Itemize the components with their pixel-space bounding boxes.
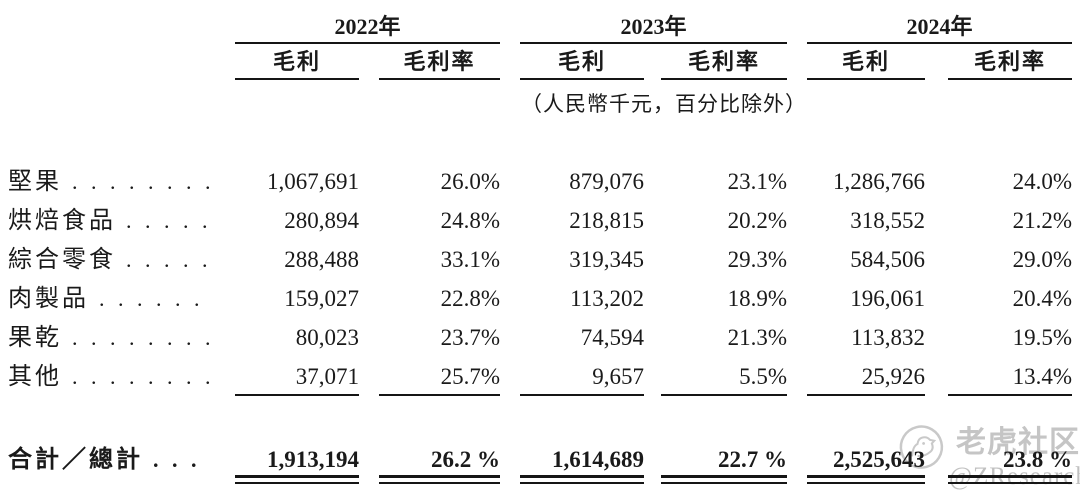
cell-value: 13.4% [948, 357, 1072, 396]
column-header-gross-profit-2022: 毛利 [235, 50, 359, 80]
cell-value: 20.2% [727, 208, 787, 233]
cell-value: 18.9% [727, 286, 787, 311]
row-label: 綜合零食 . . . . . [8, 240, 235, 279]
tiger-logo-icon [894, 419, 951, 480]
row-label-text: 堅果 [8, 169, 62, 195]
total-row-label: 合計／總計 . . . [8, 446, 235, 478]
cell-value: 21.3% [727, 325, 787, 350]
row-label-text: 其他 [8, 364, 62, 390]
table-row-dried-fruit: 果乾 . . . . . . . . 80,023 23.7% 74,594 2… [8, 318, 1080, 357]
watermark-brand: 老虎社区 [956, 426, 1080, 459]
dot-leader: . . . . . . . . [72, 169, 215, 194]
table-row-nuts: 堅果 . . . . . . . . 1,067,691 26.0% 879,0… [8, 162, 1080, 201]
cell-value: 74,594 [580, 325, 644, 350]
row-label: 肉製品 . . . . . . [8, 279, 235, 318]
column-header-gross-profit-2023: 毛利 [520, 50, 644, 80]
table-row-meat-products: 肉製品 . . . . . . 159,027 22.8% 113,202 18… [8, 279, 1080, 318]
cell-value: 113,832 [851, 325, 925, 350]
table-row-others: 其他 . . . . . . . . 37,071 25.7% 9,657 5.… [8, 357, 1080, 396]
cell-value: 9,657 [520, 357, 644, 396]
row-label-text: 烘焙食品 [8, 208, 116, 234]
total-cell-value: 2,525,643 [807, 446, 925, 484]
cell-value: 5.5% [661, 357, 787, 396]
dot-leader: . . . [153, 447, 201, 472]
cell-value: 80,023 [295, 325, 359, 350]
row-label-text: 綜合零食 [8, 247, 116, 273]
cell-value: 196,061 [850, 286, 925, 311]
cell-value: 23.7% [440, 325, 500, 350]
cell-value: 33.1% [440, 247, 500, 272]
row-label-text: 果乾 [8, 325, 62, 351]
year-header-row: 2022年 2023年 2024年 [235, 14, 1080, 44]
dot-leader: . . . . . [126, 247, 212, 272]
dot-leader: . . . . . . [99, 286, 204, 311]
cell-value: 23.1% [727, 169, 787, 194]
units-note: （人民幣千元，百分比除外） [521, 92, 807, 116]
column-header-gross-margin-2024: 毛利率 [948, 50, 1072, 80]
dot-leader: . . . . . [126, 208, 212, 233]
column-header-gross-margin-2022: 毛利率 [379, 50, 500, 80]
cell-value: 24.0% [1012, 169, 1072, 194]
cell-value: 25,926 [807, 357, 925, 396]
cell-value: 21.2% [1012, 208, 1072, 233]
cell-value: 26.0% [440, 169, 500, 194]
total-cell-value: 1,913,194 [235, 446, 359, 484]
total-cell-value: 22.7 % [661, 446, 787, 484]
row-label-text: 肉製品 [8, 286, 89, 312]
row-label: 堅果 . . . . . . . . [8, 162, 235, 201]
cell-value: 584,506 [850, 247, 925, 272]
total-row: 合計／總計 . . . 1,913,194 26.2 % 1,614,689 2… [8, 446, 1080, 484]
total-cell-value: 26.2 % [379, 446, 500, 484]
total-cell-value: 1,614,689 [520, 446, 644, 484]
cell-value: 22.8% [440, 286, 500, 311]
total-cell-value: 23.8 % [948, 446, 1072, 484]
cell-value: 113,202 [570, 286, 644, 311]
year-header-2022: 2022年 [235, 14, 500, 44]
cell-value: 1,067,691 [267, 169, 359, 194]
column-header-row: 毛利 毛利率 毛利 毛利率 毛利 毛利率 [235, 50, 1080, 80]
cell-value: 1,286,766 [833, 169, 925, 194]
cell-value: 24.8% [440, 208, 500, 233]
column-header-gross-margin-2023: 毛利率 [661, 50, 787, 80]
cell-value: 288,488 [284, 247, 359, 272]
dot-leader: . . . . . . . . [72, 364, 215, 389]
year-header-2024: 2024年 [807, 14, 1072, 44]
cell-value: 159,027 [284, 286, 359, 311]
cell-value: 218,815 [569, 208, 644, 233]
cell-value: 29.3% [727, 247, 787, 272]
table-body: 堅果 . . . . . . . . 1,067,691 26.0% 879,0… [8, 162, 1080, 396]
table-row-mixed-snacks: 綜合零食 . . . . . 288,488 33.1% 319,345 29.… [8, 240, 1080, 279]
cell-value: 37,071 [235, 357, 359, 396]
column-header-gross-profit-2024: 毛利 [807, 50, 925, 80]
row-label: 其他 . . . . . . . . [8, 357, 235, 396]
cell-value: 879,076 [569, 169, 644, 194]
cell-value: 19.5% [1012, 325, 1072, 350]
cell-value: 319,345 [569, 247, 644, 272]
cell-value: 280,894 [284, 208, 359, 233]
row-label: 果乾 . . . . . . . . [8, 318, 235, 357]
year-header-2023: 2023年 [520, 14, 787, 44]
row-label: 烘焙食品 . . . . . [8, 201, 235, 240]
cell-value: 20.4% [1012, 286, 1072, 311]
total-label-text: 合計／總計 [8, 447, 143, 473]
cell-value: 29.0% [1012, 247, 1072, 272]
cell-value: 25.7% [379, 357, 500, 396]
cell-value: 318,552 [850, 208, 925, 233]
dot-leader: . . . . . . . . [72, 325, 215, 350]
table-row-bakery: 烘焙食品 . . . . . 280,894 24.8% 218,815 20.… [8, 201, 1080, 240]
